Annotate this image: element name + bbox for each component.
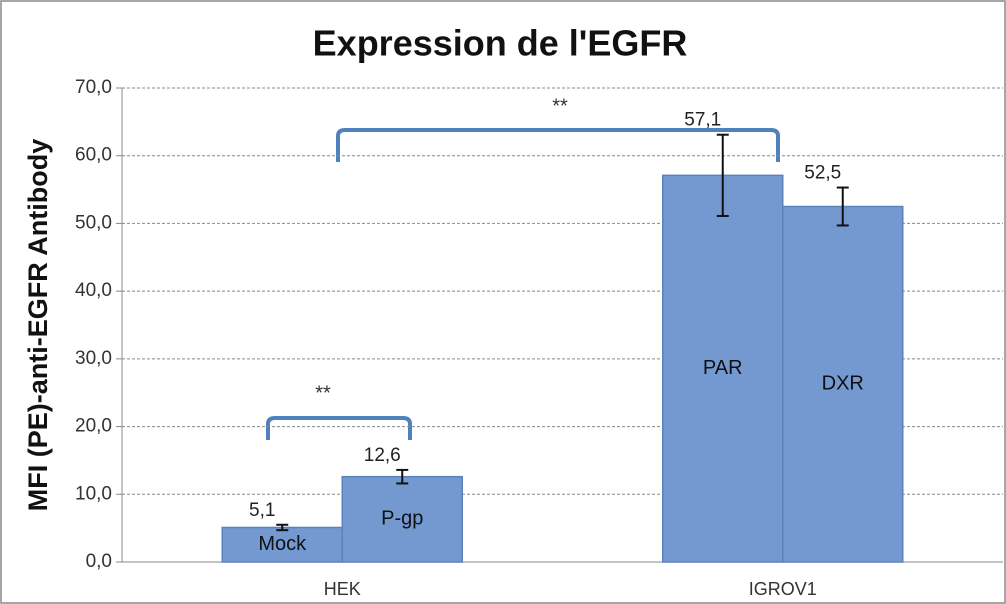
y-tick-label: 40,0 bbox=[75, 280, 112, 301]
error-bar bbox=[836, 186, 849, 227]
bar bbox=[662, 174, 784, 563]
y-tick-label: 70,0 bbox=[75, 77, 112, 98]
y-tick-label: 30,0 bbox=[75, 348, 112, 369]
data-label: 57,1 bbox=[684, 110, 721, 131]
annotation: ** bbox=[552, 95, 568, 117]
error-bar bbox=[276, 523, 289, 532]
error-bar bbox=[396, 468, 409, 485]
y-tick-label: 50,0 bbox=[75, 212, 112, 233]
bar-label: PAR bbox=[703, 357, 743, 379]
data-label: 5,1 bbox=[249, 500, 275, 521]
x-tick-label: HEK bbox=[324, 579, 361, 599]
bar-label: P-gp bbox=[381, 508, 423, 530]
bracket bbox=[336, 128, 780, 162]
data-label: 12,6 bbox=[364, 445, 401, 466]
bar-label: DXR bbox=[822, 373, 864, 395]
annotation: ** bbox=[315, 382, 331, 404]
bar-label: Mock bbox=[258, 533, 307, 555]
bar bbox=[341, 475, 463, 563]
y-tick-label: 20,0 bbox=[75, 416, 112, 437]
y-tick-label: 10,0 bbox=[75, 483, 112, 504]
data-label: 52,5 bbox=[804, 163, 841, 184]
error-bar bbox=[716, 133, 729, 217]
x-tick-label: IGROV1 bbox=[749, 579, 817, 599]
y-tick-label: 60,0 bbox=[75, 145, 112, 166]
bracket bbox=[266, 416, 412, 440]
chart-title: Expression de l'EGFR bbox=[313, 23, 688, 64]
y-tick-label: 0,0 bbox=[86, 551, 112, 572]
y-axis-title: MFI (PE)-anti-EGFR Antibody bbox=[23, 139, 53, 511]
